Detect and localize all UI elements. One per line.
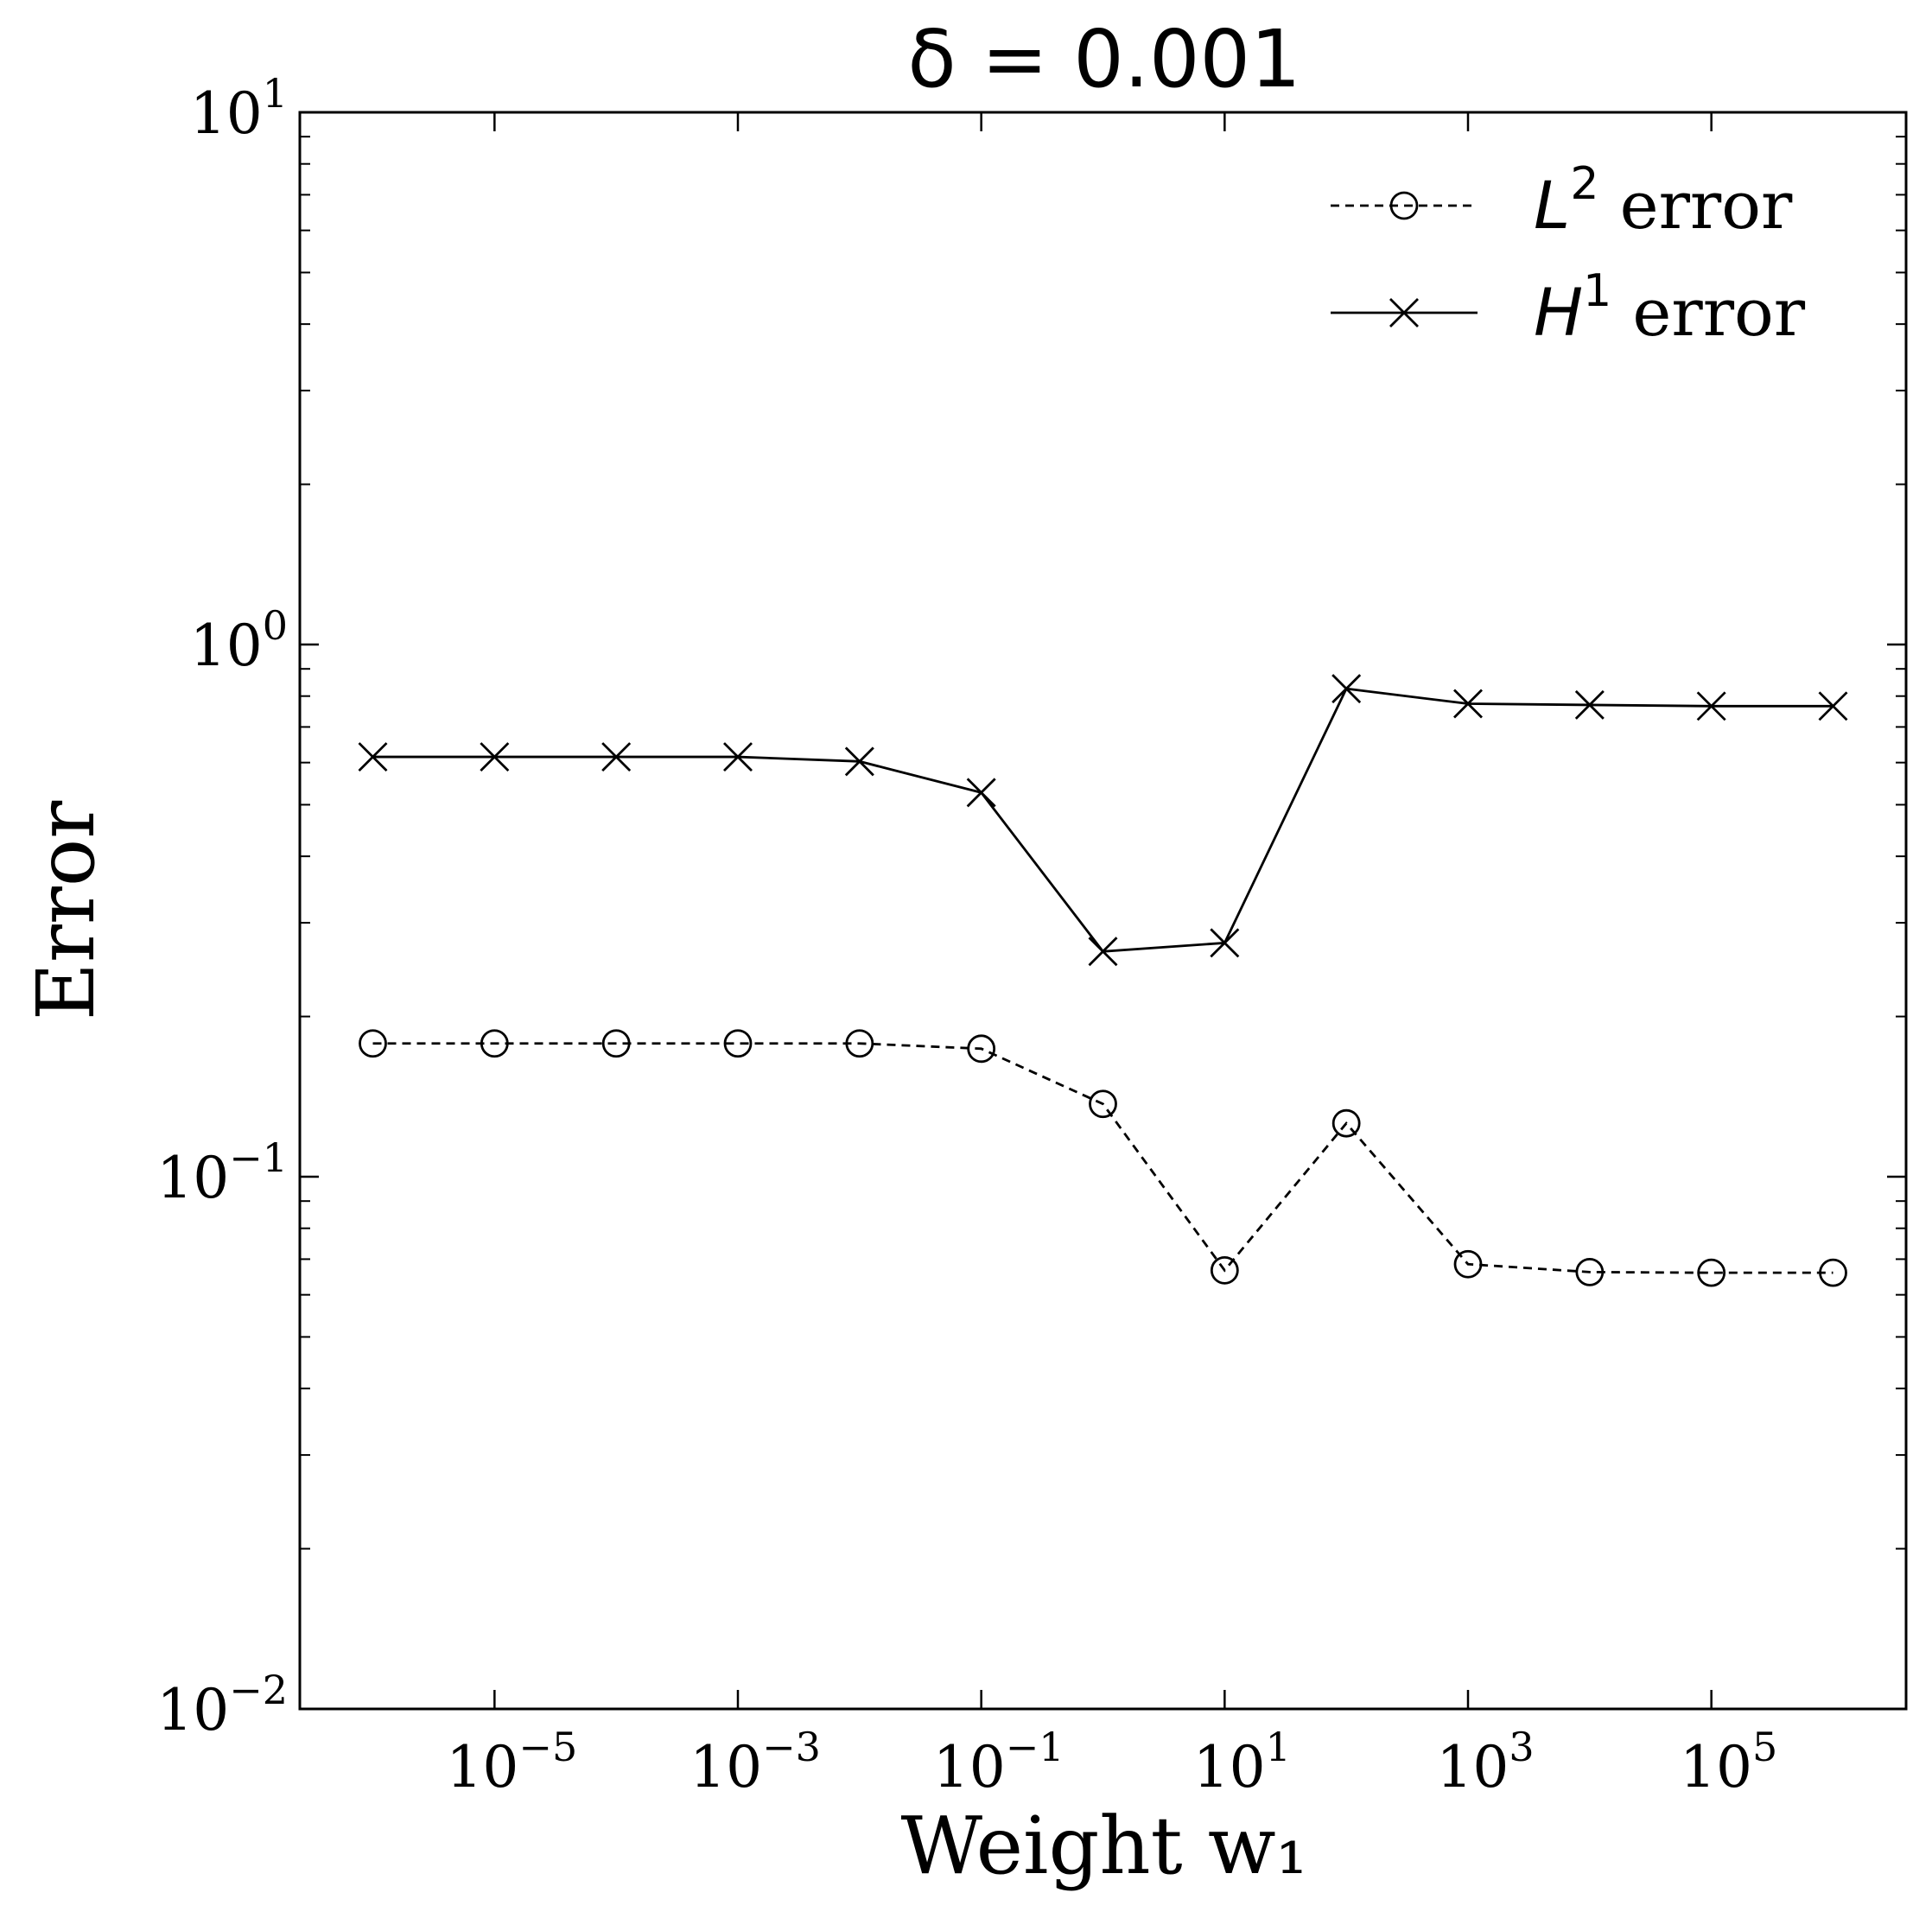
x-tick-label: 10−3 xyxy=(690,1724,821,1801)
h1-error-point xyxy=(1088,937,1118,967)
h1-error-point xyxy=(1574,689,1605,720)
h1-error-point xyxy=(358,742,388,772)
h1-error-point xyxy=(601,742,632,772)
l2-error-line xyxy=(372,1042,1833,1274)
h1-error-point xyxy=(723,742,753,772)
l2-error-point xyxy=(1819,1258,1847,1287)
h1-error-line xyxy=(372,687,1833,953)
x-tick-label: 101 xyxy=(1193,1724,1291,1801)
y-tick-label: 100 xyxy=(190,602,288,679)
x-axis-label: Weight w₁ xyxy=(901,1800,1308,1892)
y-tick-label: 101 xyxy=(190,70,288,147)
h1-legend-marker xyxy=(1389,298,1419,327)
x-tick-label: 103 xyxy=(1436,1724,1534,1801)
l2-error-point xyxy=(601,1029,631,1058)
l2-error-point xyxy=(1331,1108,1361,1138)
h1-error-point xyxy=(844,746,874,777)
y-tick-label: 10−2 xyxy=(156,1667,288,1743)
l2-error-point xyxy=(1575,1257,1605,1286)
h1-error-point xyxy=(1331,674,1362,704)
x-tick-label: 105 xyxy=(1680,1724,1777,1801)
l2-error-point xyxy=(967,1034,996,1064)
y-axis-label: Error xyxy=(20,801,112,1021)
l2-error-point xyxy=(1089,1089,1117,1119)
l2-error-point xyxy=(1210,1255,1239,1285)
l2-error-point xyxy=(1453,1249,1483,1279)
h1-legend-label: H1 error xyxy=(1534,265,1806,351)
legend: L2 error H1 error xyxy=(1331,158,1806,351)
l2-error-point xyxy=(723,1029,753,1058)
l2-error-point xyxy=(480,1029,509,1058)
l2-error-point xyxy=(1697,1258,1726,1287)
x-tick-label: 10−5 xyxy=(446,1724,577,1801)
x-tick-label: 10−1 xyxy=(933,1724,1065,1801)
chart-title: δ = 0.001 xyxy=(907,13,1300,105)
l2-error-point xyxy=(845,1029,874,1058)
h1-error-point xyxy=(1818,691,1848,721)
h1-error-point xyxy=(966,778,996,808)
h1-error-point xyxy=(480,742,510,772)
h1-error-point xyxy=(1453,689,1483,719)
h1-error-point xyxy=(1696,691,1726,721)
l2-legend-marker xyxy=(1389,191,1419,220)
l2-error-point xyxy=(359,1029,387,1058)
h1-error-point xyxy=(1210,928,1240,958)
plot-frame xyxy=(298,111,1908,1711)
y-tick-label: 10−1 xyxy=(156,1134,288,1211)
l2-legend-label: L2 error xyxy=(1534,158,1793,244)
